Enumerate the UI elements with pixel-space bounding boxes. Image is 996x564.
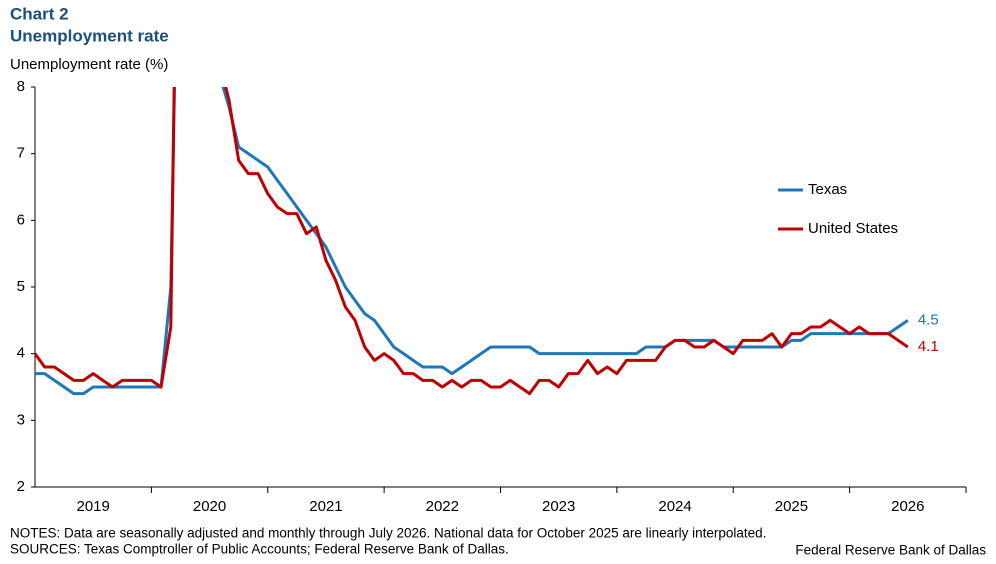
y-tick-label: 8 <box>17 78 25 95</box>
credit: Federal Reserve Bank of Dallas <box>795 543 986 558</box>
end-label: 4.1 <box>918 338 939 355</box>
x-tick-label: 2023 <box>542 498 575 515</box>
x-tick-label: 2024 <box>658 498 691 515</box>
end-label: 4.5 <box>918 311 939 328</box>
notes: NOTES: Data are seasonally adjusted and … <box>10 526 766 541</box>
x-tick-label: 2025 <box>775 498 808 515</box>
y-tick-label: 3 <box>17 411 25 428</box>
y-tick-label: 5 <box>17 278 25 295</box>
x-tick-label: 2021 <box>309 498 342 515</box>
sources: SOURCES: Texas Comptroller of Public Acc… <box>10 542 509 557</box>
x-tick-label: 2019 <box>77 498 110 515</box>
chart-subtitle: Unemployment rate <box>10 26 169 45</box>
legend-label: United States <box>808 220 898 237</box>
y-axis-label: Unemployment rate (%) <box>10 56 168 73</box>
plot-area <box>35 87 909 396</box>
line-series <box>35 87 909 396</box>
legend-label: Texas <box>808 181 847 198</box>
x-tick-label: 2022 <box>426 498 459 515</box>
y-tick-label: 7 <box>17 145 25 162</box>
line-series <box>35 87 909 396</box>
y-tick-label: 4 <box>17 345 25 362</box>
x-tick-label: 2020 <box>193 498 226 515</box>
y-tick-label: 2 <box>17 478 25 495</box>
x-tick-label: 2026 <box>891 498 924 515</box>
y-tick-label: 6 <box>17 211 25 228</box>
chart-title: Chart 2 <box>10 4 69 23</box>
